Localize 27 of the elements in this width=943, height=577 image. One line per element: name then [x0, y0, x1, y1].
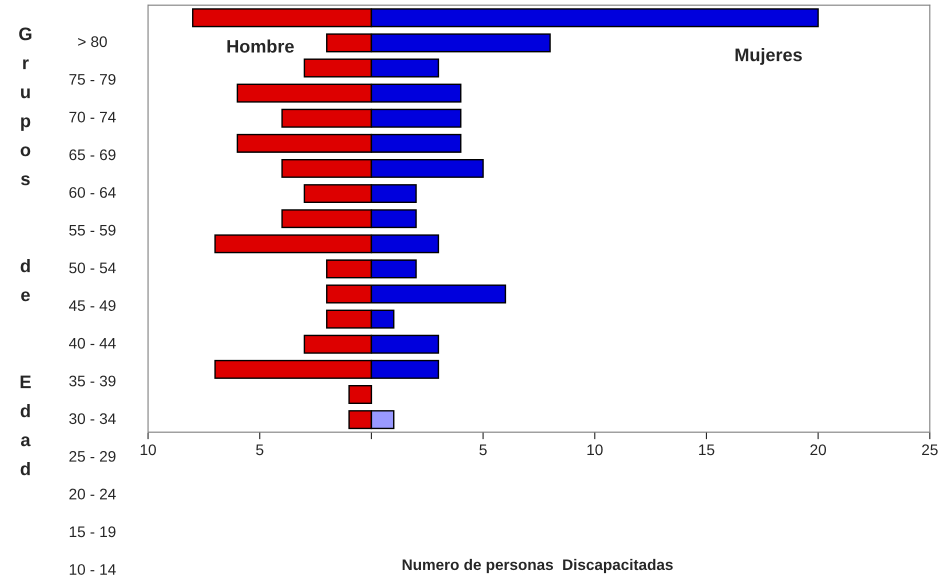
text: 10 - 14 [70, 564, 116, 575]
text: > 80 [78, 36, 107, 48]
text: 55 - 59 [69, 224, 116, 236]
x-tick-label: 15 [699, 444, 714, 456]
x-tick-label: 5 [256, 444, 264, 456]
text: Grupos de Edad [19, 27, 32, 476]
x-tick-label: 5 [479, 444, 487, 456]
text: 25 - 29 [69, 450, 116, 462]
text: Numero de personas Discapacitadas [402, 558, 673, 574]
text: 75 - 79 [69, 74, 116, 85]
text: 50 - 54 [69, 262, 116, 274]
text: 60 - 64 [69, 187, 116, 198]
x-tick-label: 10 [587, 444, 603, 456]
text: 20 - 24 [69, 488, 116, 500]
text: 30 - 34 [69, 413, 116, 424]
text: 15 - 19 [70, 526, 116, 538]
x-tick-label: 25 [922, 444, 938, 456]
x-tick-label: 10 [140, 444, 156, 456]
text: 35 - 39 [69, 376, 116, 386]
series-label: Mujeres [736, 48, 802, 65]
text: 40 - 44 [68, 338, 116, 349]
series-label: Hombre [227, 39, 294, 53]
bar [348, 385, 372, 404]
text: 70 - 74 [69, 112, 116, 122]
text: 45 - 49 [68, 300, 116, 311]
x-tick-label: 20 [810, 444, 826, 456]
text: 65 - 69 [69, 149, 116, 160]
